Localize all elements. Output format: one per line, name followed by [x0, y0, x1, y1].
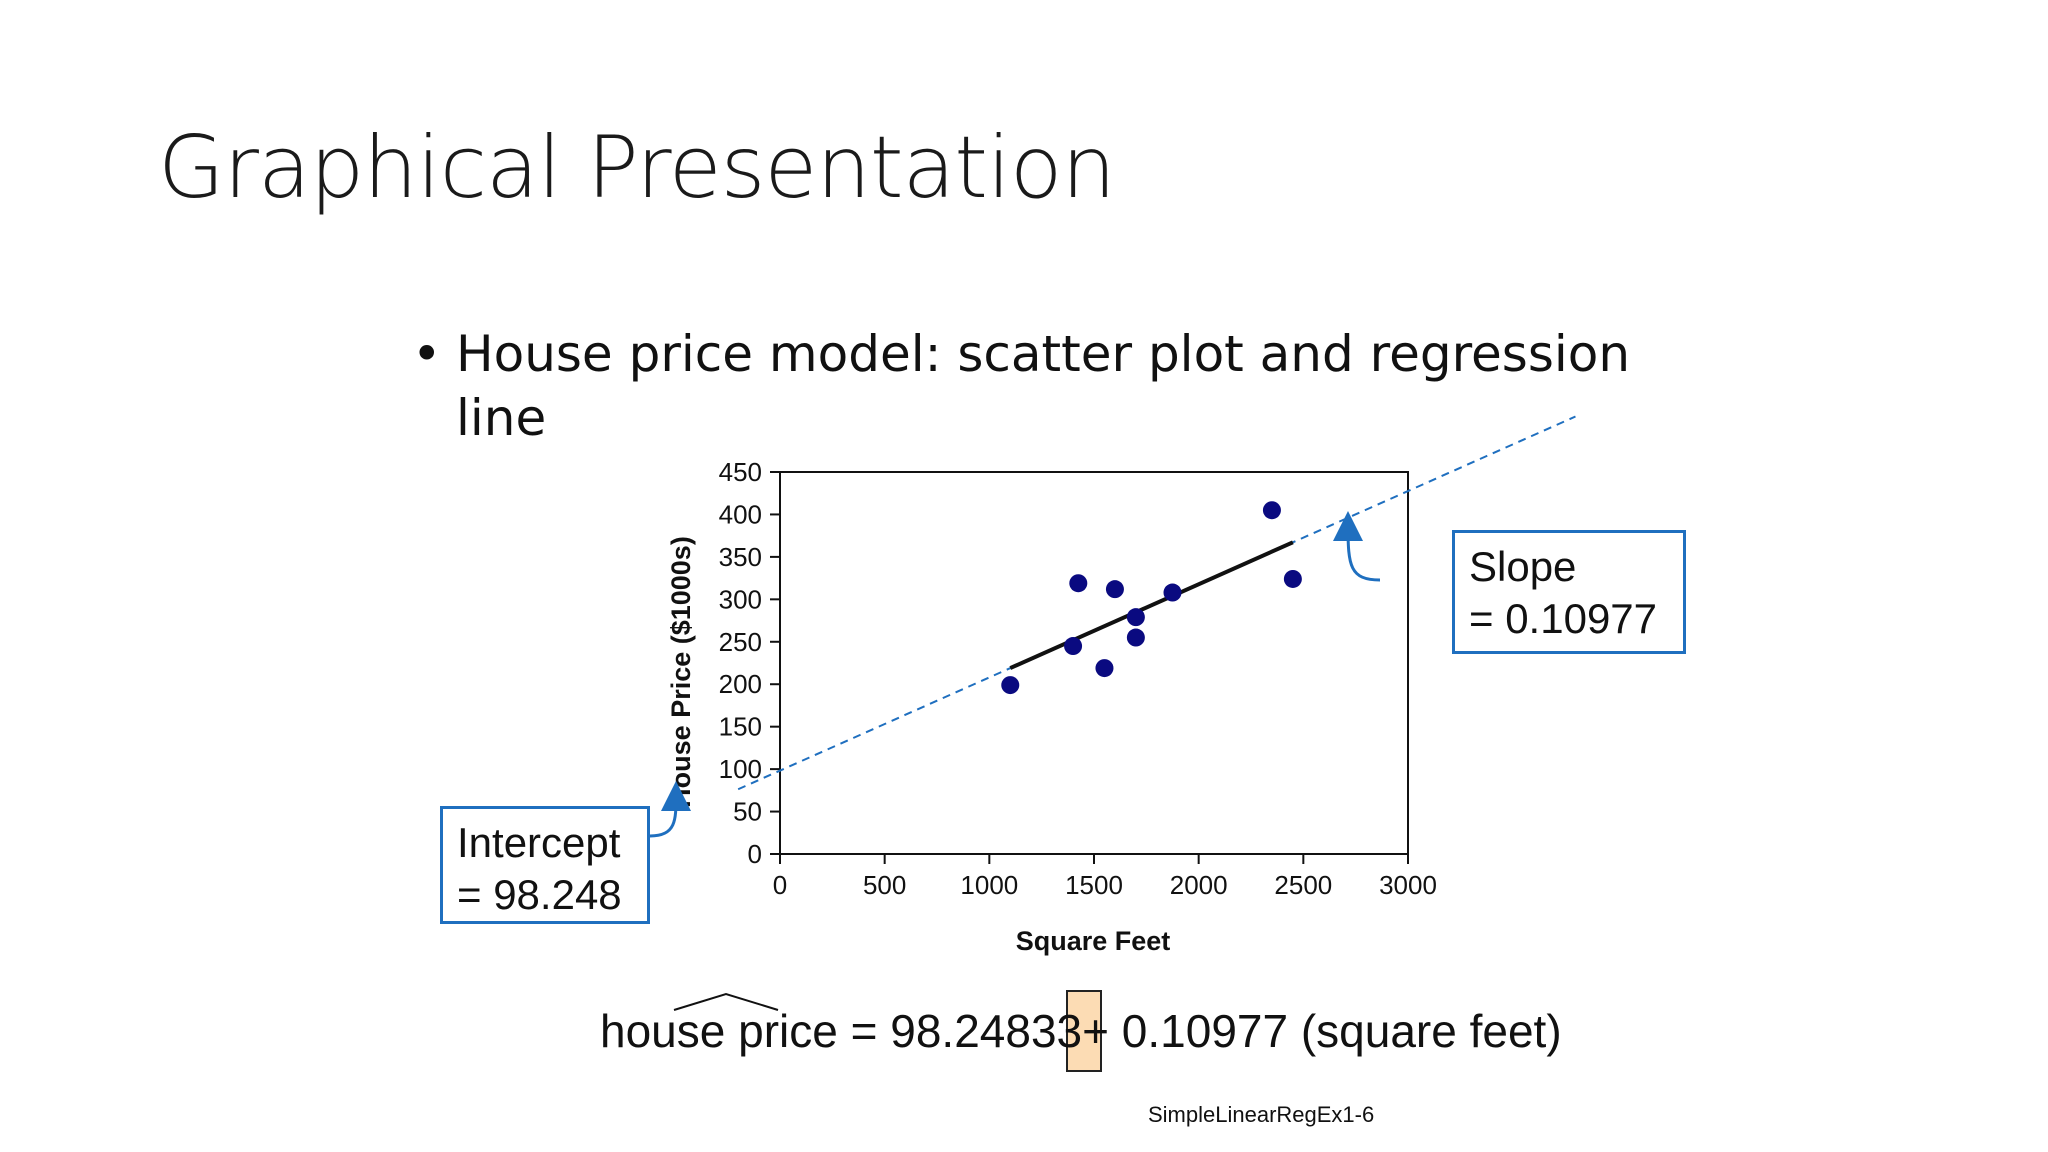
- bullet-text: House price model: scatter plot and regr…: [456, 325, 1631, 447]
- plot-frame: [779, 471, 1409, 855]
- y-axis-label: House Price ($1000s): [666, 536, 696, 808]
- intercept-callout-label: Intercept: [457, 819, 621, 866]
- y-tick-label: 400: [719, 499, 762, 529]
- bullet-dot: •: [412, 325, 442, 383]
- x-tick-label: 500: [863, 870, 906, 900]
- y-tick-label: 0: [748, 839, 762, 869]
- data-point: [1126, 628, 1145, 647]
- regression-equation: house price = 98.24833+ 0.10977 (square …: [600, 1004, 1562, 1058]
- slide-title: Graphical Presentation: [158, 118, 1116, 218]
- y-tick-label: 200: [719, 669, 762, 699]
- data-point: [1069, 574, 1088, 593]
- intercept-callout-value: = 98.248: [457, 871, 622, 918]
- x-tick-label: 2500: [1274, 870, 1332, 900]
- slope-callout: Slope = 0.10977: [1452, 530, 1686, 654]
- intercept-arrow: [649, 781, 691, 838]
- slope-arrow: [1333, 511, 1381, 582]
- equation-rhs: 0.10977 (square feet): [1121, 1005, 1562, 1057]
- data-points-layer: [1001, 501, 1302, 695]
- bullet-item: • House price model: scatter plot and re…: [412, 322, 1662, 450]
- x-axis-label: Square Feet: [1016, 926, 1171, 956]
- y-tick-label: 150: [719, 712, 762, 742]
- data-point: [1095, 659, 1114, 678]
- regression-dashed-line: [737, 415, 1576, 791]
- footer-note: SimpleLinearRegEx1-6: [1148, 1102, 1375, 1127]
- data-point: [1163, 583, 1182, 602]
- y-tick-label: 300: [719, 584, 762, 614]
- regression-line-layer: [1009, 540, 1294, 670]
- data-point: [1262, 501, 1281, 520]
- slope-callout-value: = 0.10977: [1469, 595, 1658, 642]
- regression-fit-line: [1009, 540, 1294, 670]
- data-point: [1064, 637, 1083, 656]
- x-tick-label: 1500: [1065, 870, 1123, 900]
- regression-extension-layer: [737, 415, 1576, 791]
- equation-intercept: 98.24833: [890, 1005, 1083, 1057]
- y-tick-label: 350: [719, 542, 762, 572]
- y-tick-label: 100: [719, 754, 762, 784]
- intercept-callout: Intercept = 98.248: [440, 806, 650, 924]
- x-tick-label: 2000: [1170, 870, 1228, 900]
- equation-lhs: house price: [600, 1005, 838, 1057]
- chart-axes: 0 500 1000 1500 2000 2500 3000 0 50 100 150 200 250 3…: [719, 457, 1437, 900]
- x-tick-label: 3000: [1379, 870, 1437, 900]
- plus-highlight-box: [1066, 990, 1102, 1072]
- data-point: [1105, 580, 1124, 599]
- data-point: [1283, 569, 1302, 588]
- equation-equals: =: [850, 1005, 878, 1057]
- y-tick-label: 250: [719, 627, 762, 657]
- slope-callout-label: Slope: [1469, 543, 1577, 590]
- x-tick-label: 1000: [960, 870, 1018, 900]
- y-tick-label: 450: [719, 457, 762, 487]
- data-point: [1126, 608, 1145, 627]
- x-tick-label: 0: [773, 870, 787, 900]
- y-tick-label: 50: [733, 797, 762, 827]
- equation-plus: +: [1082, 1005, 1110, 1057]
- data-point: [1001, 676, 1020, 695]
- hat-symbol: [673, 992, 779, 1011]
